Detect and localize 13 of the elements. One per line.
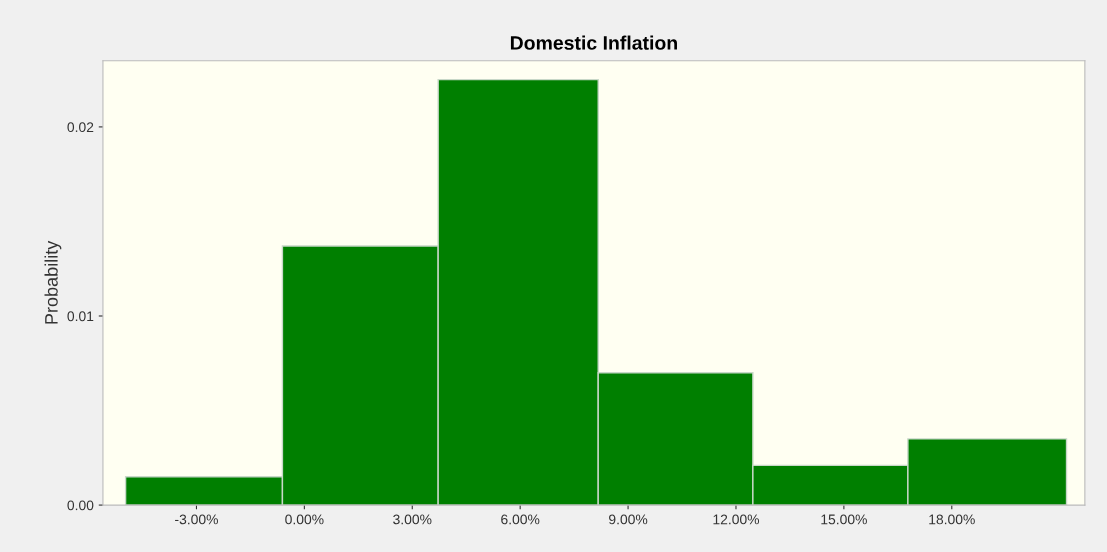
x-tick-label: 15.00% <box>821 514 867 525</box>
y-axis-title: Probability <box>44 240 62 324</box>
y-tick-label: 0.02 <box>67 122 94 133</box>
chart-title: Domestic Inflation <box>510 35 677 50</box>
x-tick-label: -3.00% <box>175 514 218 525</box>
y-tick-label: 0.01 <box>67 311 94 322</box>
x-tick-label: 0.00% <box>285 514 324 525</box>
x-tick-label: 6.00% <box>501 514 540 525</box>
x-tick-label: 18.00% <box>929 514 975 525</box>
x-tick-label: 9.00% <box>609 514 648 525</box>
y-tick-label: 0.00 <box>67 500 94 511</box>
x-tick-label: 12.00% <box>713 514 760 525</box>
x-tick-label: 3.00% <box>393 514 432 525</box>
